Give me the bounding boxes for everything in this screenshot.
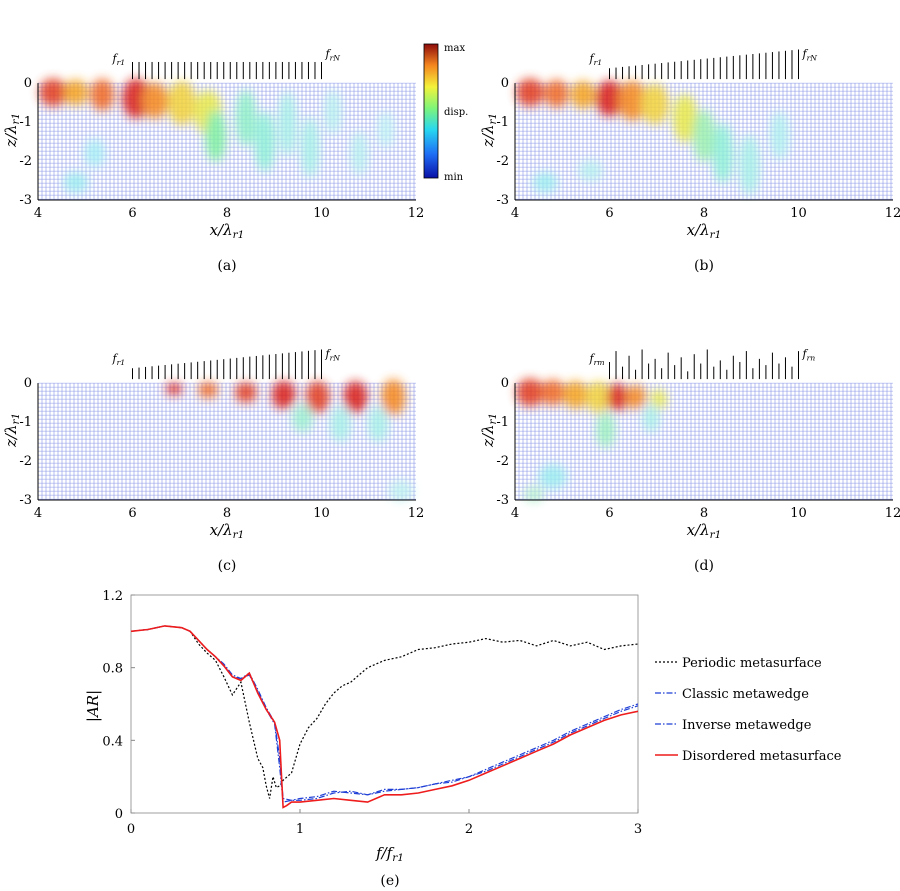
colorbar-mid-label: disp.: [444, 107, 468, 118]
panel-a-ylabel: z/λr1: [2, 113, 22, 148]
chart-e-xtick-1: 1: [296, 822, 304, 837]
panel-a-xtick-3: 10: [313, 206, 330, 221]
panel-d: frm frn 4 6 8 10 12 0 -1 -2 -3 x/λr1 z/λr1 (d): [479, 348, 900, 574]
panel-b-res-right-label: frN: [802, 48, 818, 63]
panel-b-ylabel: z/λr1: [479, 113, 499, 148]
panel-a-ytick-3: -3: [19, 193, 32, 208]
panel-a-xlabel: x/λr1: [210, 221, 245, 241]
chart-e-caption: (e): [380, 873, 399, 889]
panel-b-caption: (b): [694, 258, 714, 274]
panel-d-res-left-label: frm: [589, 352, 605, 367]
chart-e-ticks: 0 1 2 3 0 0.4 0.8 1.2: [102, 589, 642, 837]
panel-d-xtick-4: 12: [885, 506, 900, 521]
panel-c: fr1 frN 4 6 8 10 12 0 -1 -2 -3 x/λr1 z/λr1 (c): [2, 348, 424, 574]
panel-b-ytick-0: 0: [501, 76, 509, 91]
colorbar-min-label: min: [444, 172, 464, 183]
panel-a-xtick-4: 12: [408, 206, 425, 221]
panel-d-xtick-1: 6: [605, 506, 613, 521]
panel-c-xtick-1: 6: [128, 506, 136, 521]
panel-b-xlabel: x/λr1: [687, 221, 722, 241]
panel-b-resonators: [609, 49, 799, 80]
panel-d-resonators: [609, 349, 799, 380]
chart-e-legend: Periodic metasurface Classic metawedge Inv…: [655, 656, 842, 764]
chart-e-ytick-0: 0: [115, 807, 123, 822]
chart-e-xtick-0: 0: [127, 822, 135, 837]
panel-b-ytick-3: -3: [496, 193, 509, 208]
panel-c-xtick-0: 4: [34, 506, 42, 521]
panel-c-ytick-0: 0: [24, 376, 32, 391]
panel-b-res-left-label: fr1: [589, 52, 603, 67]
colorbar-gradient: [423, 43, 439, 179]
chart-e-xtick-2: 2: [465, 822, 473, 837]
panel-b-ytick-2: -2: [496, 154, 509, 169]
panel-c-resonators: [132, 349, 322, 380]
panel-b-xtick-1: 6: [605, 206, 613, 221]
panel-d-xtick-0: 4: [511, 506, 519, 521]
chart-e-series-0: [131, 625, 638, 799]
panel-a-caption: (a): [217, 258, 236, 274]
panel-c-xtick-4: 12: [408, 506, 425, 521]
chart-e-ytick-2: 0.8: [102, 662, 123, 677]
panel-b-xtick-2: 8: [700, 206, 708, 221]
panel-c-ytick-1: -1: [19, 415, 32, 430]
chart-e-xtick-3: 3: [634, 822, 642, 837]
chart-e-legend-label-3: Disordered metasurface: [682, 749, 842, 764]
colorbar-max-label: max: [444, 43, 465, 54]
panel-d-res-right-label: frn: [802, 348, 816, 363]
chart-e-series-1: [131, 625, 638, 801]
panel-a-ytick-0: 0: [24, 76, 32, 91]
panel-d-ytick-0: 0: [501, 376, 509, 391]
panel-d-ytick-2: -2: [496, 454, 509, 469]
panel-d-caption: (d): [694, 558, 714, 574]
panel-d-ytick-3: -3: [496, 493, 509, 508]
chart-e-lines: [131, 625, 638, 809]
panel-b-xtick-3: 10: [790, 206, 807, 221]
chart-e-legend-label-0: Periodic metasurface: [682, 656, 822, 671]
panel-d-field: [516, 378, 667, 503]
panel-d-xtick-3: 10: [790, 506, 807, 521]
panel-a-resonators: [132, 61, 322, 80]
panel-d-ytick-1: -1: [496, 415, 509, 430]
panel-b: fr1 frN 4 6 8 10 12 0 -1 -2 -3 x/λr1 z/λr1 (b): [479, 48, 900, 274]
panel-d-xlabel: x/λr1: [687, 521, 722, 541]
chart-e-legend-label-1: Classic metawedge: [682, 687, 809, 702]
panel-b-xtick-0: 4: [511, 206, 519, 221]
panel-a-ytick-2: -2: [19, 154, 32, 169]
chart-e-ytick-1: 0.4: [102, 734, 123, 749]
panel-b-ytick-1: -1: [496, 115, 509, 130]
panel-d-xtick-2: 8: [700, 506, 708, 521]
panel-c-res-left-label: fr1: [112, 352, 126, 367]
panel-c-xtick-2: 8: [223, 506, 231, 521]
panel-a-ytick-1: -1: [19, 115, 32, 130]
chart-e-ylabel: |AR|: [84, 690, 102, 722]
chart-e-frame: [130, 594, 639, 814]
panel-a-res-right-label: frN: [325, 48, 341, 63]
panel-c-res-right-label: frN: [325, 348, 341, 363]
panel-a-xtick-1: 6: [128, 206, 136, 221]
chart-e-xlabel: f/fr1: [375, 844, 404, 864]
panel-a-xtick-2: 8: [223, 206, 231, 221]
panel-b-field: [516, 78, 789, 195]
panel-a-xtick-0: 4: [34, 206, 42, 221]
panel-c-ytick-2: -2: [19, 454, 32, 469]
panel-c-caption: (c): [218, 558, 237, 574]
panel-c-field: [166, 379, 413, 501]
panel-a-field: [39, 78, 394, 193]
field-panels: fr1 frN 4 6 8 10 12 0 -1 -2 -3 x/λr1 z/λr1 (a) fr1 frN 4…: [2, 48, 900, 574]
chart-e-series-2: [131, 625, 638, 803]
panel-a: fr1 frN 4 6 8 10 12 0 -1 -2 -3 x/λr1 z/λr1 (a): [2, 48, 424, 274]
panel-b-xtick-4: 12: [885, 206, 900, 221]
chart-e-legend-label-2: Inverse metawedge: [682, 718, 812, 733]
panel-d-ylabel: z/λr1: [479, 413, 499, 448]
chart-e-ytick-3: 1.2: [102, 589, 123, 604]
chart-e: 0 1 2 3 0 0.4 0.8 1.2 f/fr1 |AR| (e) Periodic m…: [84, 589, 842, 889]
panel-c-xlabel: x/λr1: [210, 521, 245, 541]
colorbar: max disp. min: [423, 43, 468, 183]
panel-c-ytick-3: -3: [19, 493, 32, 508]
chart-e-series-3: [131, 625, 638, 809]
panel-a-res-left-label: fr1: [112, 52, 126, 67]
panel-c-xtick-3: 10: [313, 506, 330, 521]
panel-c-ylabel: z/λr1: [2, 413, 22, 448]
